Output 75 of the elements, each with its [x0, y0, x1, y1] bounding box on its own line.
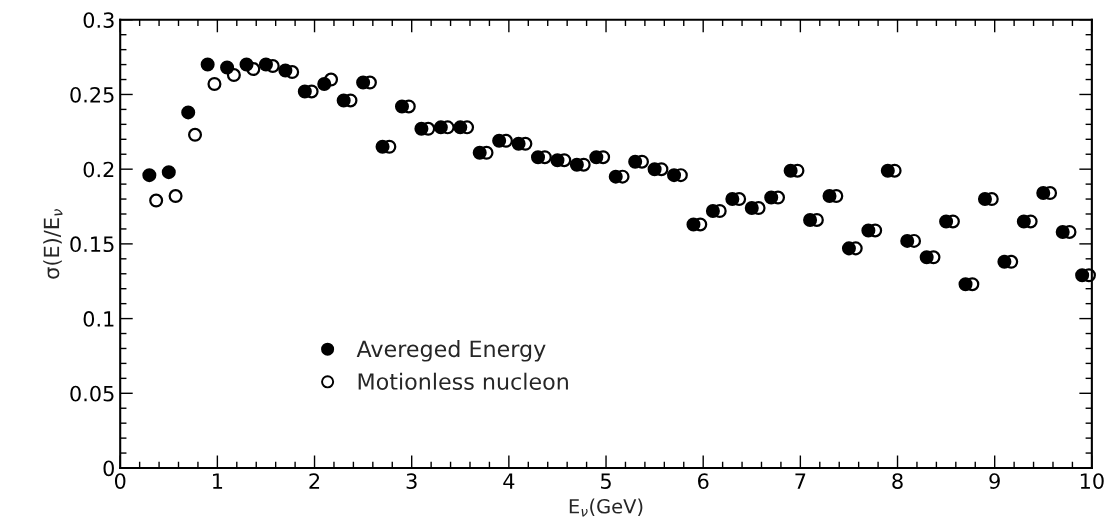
point	[783, 163, 798, 178]
x-tick-label: 3	[406, 473, 417, 489]
point	[161, 165, 176, 180]
point	[705, 204, 720, 219]
point	[472, 145, 487, 160]
y-tick-label: 0.25	[70, 86, 114, 103]
y-tick-label: 0.3	[83, 12, 114, 28]
legend-label: Motionless nucleon	[358, 372, 568, 390]
x-tick-label: 4	[503, 473, 515, 489]
point	[958, 277, 973, 292]
y-tick-label: 0.1	[83, 311, 114, 327]
point	[356, 75, 371, 90]
point	[550, 153, 565, 168]
x-tick-label: 5	[601, 473, 611, 489]
x-tick-label: 1	[213, 473, 223, 489]
point	[375, 139, 390, 154]
y-tick-label: 0.2	[83, 161, 114, 178]
point	[569, 157, 584, 172]
point	[317, 77, 332, 92]
point	[142, 168, 157, 183]
y-axis-title: σ(E)/E$_{ν}$	[43, 209, 63, 279]
point	[764, 190, 779, 205]
point	[939, 214, 954, 229]
point	[744, 201, 759, 216]
point	[168, 189, 183, 204]
point	[822, 189, 837, 204]
point	[628, 154, 643, 169]
point	[861, 223, 876, 238]
point	[1075, 268, 1090, 283]
point	[394, 99, 409, 114]
point	[414, 121, 429, 136]
point	[433, 120, 448, 135]
point	[531, 150, 546, 165]
point	[997, 254, 1012, 269]
point	[900, 233, 915, 248]
point	[149, 193, 164, 208]
point	[608, 169, 623, 184]
point	[297, 84, 312, 99]
point	[977, 192, 992, 207]
point	[880, 163, 895, 178]
point	[919, 250, 934, 265]
point	[1055, 224, 1070, 239]
point	[336, 93, 351, 108]
point	[589, 150, 604, 165]
x-tick-label: 2	[309, 473, 320, 489]
point	[181, 105, 196, 120]
point	[647, 162, 662, 177]
point	[278, 63, 293, 78]
point	[492, 133, 507, 148]
y-tick-label: 0.05	[70, 385, 114, 402]
point	[686, 217, 701, 232]
point	[220, 60, 235, 75]
x-tick-label: 0	[114, 473, 126, 489]
point	[841, 241, 856, 256]
point	[239, 57, 254, 72]
point	[188, 127, 203, 142]
point	[803, 212, 818, 227]
x-tick-label: 6	[698, 473, 709, 489]
point	[511, 136, 526, 151]
x-tick-label: 8	[892, 473, 903, 489]
point	[725, 192, 740, 207]
point	[258, 57, 273, 72]
x-axis-title: E$_{ν}$(GeV)	[569, 498, 643, 517]
point	[667, 168, 682, 183]
y-tick-label: 0	[103, 460, 114, 477]
legend-label: Avereged Energy	[356, 340, 546, 362]
x-tick-label: 9	[989, 473, 1000, 489]
y-tick-label: 0.15	[70, 236, 114, 253]
x-tick-label: 10	[1080, 473, 1104, 489]
point	[207, 77, 222, 92]
point	[1016, 214, 1031, 229]
point	[1036, 186, 1051, 201]
point	[453, 120, 468, 135]
x-tick-label: 7	[795, 473, 806, 489]
point	[200, 57, 215, 72]
